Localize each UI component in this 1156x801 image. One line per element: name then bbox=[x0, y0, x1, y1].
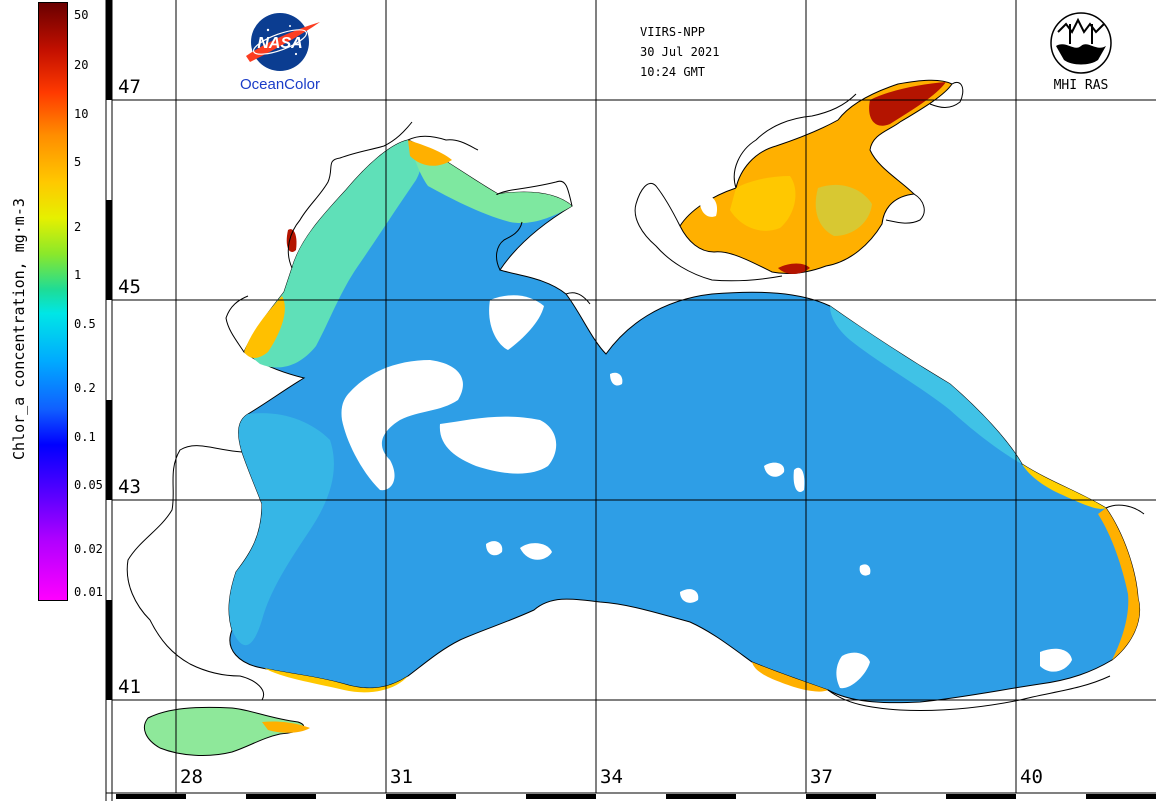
sensor-name: VIIRS-NPP bbox=[640, 25, 706, 39]
sea-of-azov bbox=[679, 79, 953, 275]
acquisition-time: 10:24 GMT bbox=[640, 65, 706, 79]
nasa-meatball-icon: NASA bbox=[246, 13, 320, 71]
colorbar-tick: 0.5 bbox=[74, 316, 96, 331]
colorbar bbox=[38, 2, 68, 601]
longitude-label: 40 bbox=[1018, 766, 1045, 788]
colorbar-tick: 1 bbox=[74, 268, 82, 283]
image-header: VIIRS-NPP 30 Jul 2021 10:24 GMT bbox=[640, 22, 719, 82]
colorbar-legend: Chlor_a concentration, mg·m-3 50 20 10 5 2 1 0… bbox=[0, 0, 108, 801]
longitude-label: 31 bbox=[388, 766, 415, 788]
longitude-label: 34 bbox=[598, 766, 625, 788]
latitude-label: 43 bbox=[116, 476, 143, 498]
colorbar-tick: 5 bbox=[74, 155, 82, 170]
acquisition-date: 30 Jul 2021 bbox=[640, 45, 720, 59]
colorbar-tick: 20 bbox=[74, 58, 89, 73]
colorbar-tick: 50 bbox=[74, 8, 89, 22]
graticule bbox=[112, 0, 1156, 793]
colorbar-tick: 0.02 bbox=[74, 542, 103, 557]
longitude-label: 28 bbox=[178, 766, 205, 788]
colorbar-tick: 0.01 bbox=[74, 585, 103, 599]
mhi-emblem-icon bbox=[1050, 12, 1112, 74]
svg-text:NASA: NASA bbox=[257, 35, 302, 52]
colorbar-tick: 0.2 bbox=[74, 381, 96, 396]
nasa-oceancolor-logo: NASA OceanColor bbox=[230, 10, 330, 100]
sea-of-marmara bbox=[144, 706, 310, 756]
mhi-ras-logo: MHI RAS bbox=[1040, 10, 1122, 100]
colorbar-tick: 0.05 bbox=[74, 478, 103, 493]
oceancolor-caption: OceanColor bbox=[239, 76, 321, 93]
colorbar-tick: 2 bbox=[74, 219, 82, 234]
longitude-label: 37 bbox=[808, 766, 835, 788]
mhi-ras-caption: MHI RAS bbox=[1053, 78, 1109, 93]
colorbar-tick: 10 bbox=[74, 106, 89, 121]
latitude-label: 41 bbox=[116, 676, 143, 698]
map-frame bbox=[105, 0, 1156, 801]
latitude-label: 47 bbox=[116, 76, 143, 98]
latitude-label: 45 bbox=[116, 276, 143, 298]
colorbar-tick: 0.1 bbox=[74, 429, 96, 444]
